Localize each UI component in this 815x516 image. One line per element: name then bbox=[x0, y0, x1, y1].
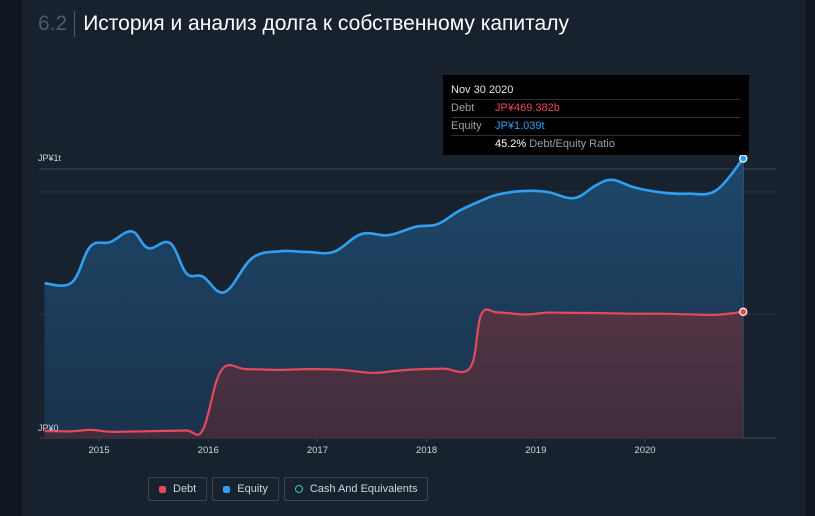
x-tick-label: 2016 bbox=[198, 445, 219, 456]
y-tick-label: JP¥1t bbox=[38, 153, 62, 163]
header-divider bbox=[74, 11, 76, 37]
legend-debt-label: Debt bbox=[173, 483, 197, 495]
tooltip-ratio-value: 45.2% bbox=[495, 138, 527, 150]
tooltip-debt-row: Debt JP¥469.382b bbox=[451, 99, 741, 117]
series-areas bbox=[44, 158, 744, 438]
equity-point bbox=[739, 154, 748, 163]
tooltip-debt-label: Debt bbox=[451, 102, 475, 114]
tooltip-equity-label: Equity bbox=[451, 120, 482, 132]
series-lines bbox=[44, 154, 748, 436]
section-header: 6.2 История и анализ долга к собственном… bbox=[38, 10, 569, 38]
x-tick-label: 2015 bbox=[88, 445, 109, 456]
x-tick-label: 2018 bbox=[416, 445, 437, 456]
tooltip-equity-row: Equity JP¥1.039t bbox=[451, 117, 741, 135]
tooltip-ratio-row: 45.2% Debt/Equity Ratio bbox=[451, 135, 741, 153]
legend-cash-label: Cash And Equivalents bbox=[309, 483, 418, 495]
legend-cash-button[interactable]: Cash And Equivalents bbox=[283, 477, 429, 501]
debt-equity-chart[interactable]: JP¥0 JP¥1t 2015 2016 2017 2018 2019 2020 bbox=[22, 0, 806, 470]
y-tick-label: JP¥0 bbox=[38, 423, 59, 433]
page-title: История и анализ долга к собственному ка… bbox=[83, 12, 569, 35]
tooltip-debt-value: JP¥469.382b bbox=[495, 102, 560, 114]
tooltip-ratio-label: Debt/Equity Ratio bbox=[529, 138, 615, 150]
legend-debt-button[interactable]: Debt bbox=[148, 477, 208, 501]
debt-line bbox=[44, 308, 744, 436]
debt-point bbox=[739, 307, 748, 317]
hover-tooltip: Nov 30 2020 Debt JP¥469.382b Equity JP¥1… bbox=[443, 75, 749, 155]
equity-line bbox=[44, 157, 745, 294]
legend-equity-button[interactable]: Equity bbox=[212, 477, 279, 501]
chart-panel: 6.2 История и анализ долга к собственном… bbox=[22, 0, 806, 516]
tooltip-equity-value: JP¥1.039t bbox=[495, 120, 545, 132]
legend-cash-swatch bbox=[294, 485, 303, 493]
legend-equity-label: Equity bbox=[237, 483, 268, 495]
legend-equity-swatch bbox=[223, 485, 231, 493]
chart-legend: Debt Equity Cash And Equivalents bbox=[148, 477, 433, 501]
section-number: 6.2 bbox=[38, 12, 68, 35]
legend-debt-swatch bbox=[159, 485, 166, 493]
axis-labels: JP¥0 JP¥1t 2015 2016 2017 2018 2019 2020 bbox=[38, 153, 656, 456]
tooltip-date: Nov 30 2020 bbox=[451, 84, 514, 96]
x-tick-label: 2017 bbox=[307, 445, 328, 456]
x-tick-label: 2020 bbox=[634, 445, 655, 456]
x-tick-label: 2019 bbox=[525, 445, 546, 456]
debt-area bbox=[44, 309, 744, 438]
